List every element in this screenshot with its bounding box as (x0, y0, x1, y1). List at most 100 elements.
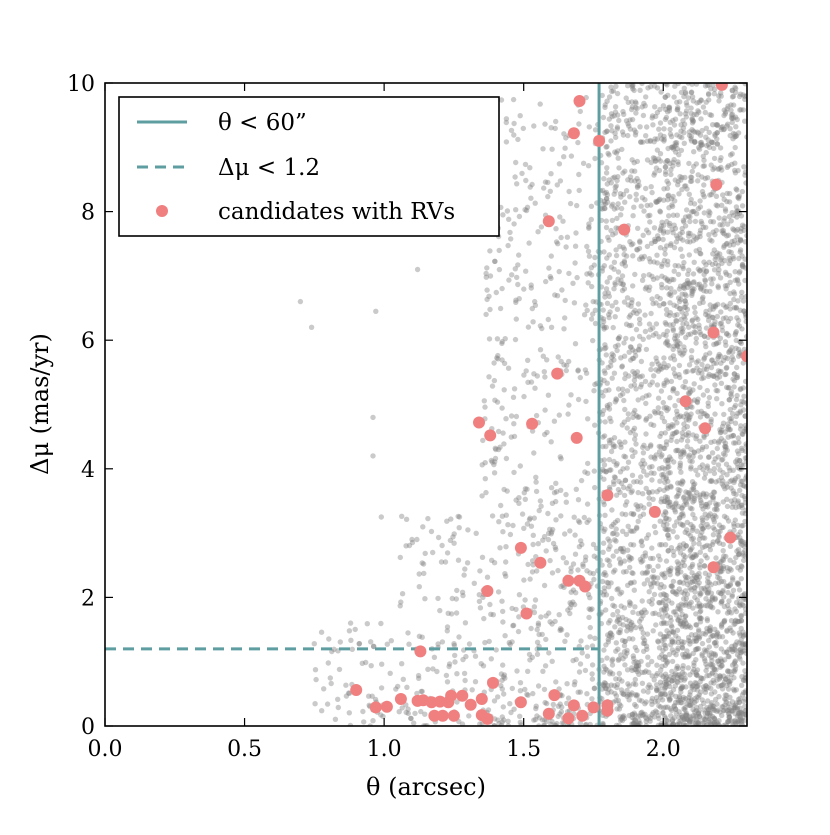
background-point (650, 300, 656, 307)
candidate-point (567, 127, 580, 140)
background-point (660, 331, 667, 338)
background-point (716, 215, 722, 221)
background-point (665, 193, 671, 199)
background-point (624, 388, 631, 394)
background-point (621, 643, 628, 649)
background-point (541, 686, 548, 693)
background-point (697, 614, 703, 620)
background-point (420, 561, 427, 567)
background-point (508, 709, 514, 716)
background-point (548, 721, 554, 726)
background-point (609, 354, 615, 361)
background-point (721, 112, 727, 119)
background-point (499, 719, 505, 725)
background-point (632, 701, 638, 708)
background-point (732, 710, 738, 717)
background-point (736, 713, 742, 719)
background-point (606, 558, 612, 564)
background-point (679, 641, 685, 647)
background-point (419, 688, 425, 695)
background-point (678, 454, 684, 460)
background-point (679, 309, 685, 315)
background-point (693, 315, 699, 321)
background-point (675, 699, 681, 706)
background-point (691, 201, 698, 207)
background-point (618, 212, 624, 218)
background-point (684, 519, 690, 526)
background-point (489, 383, 496, 389)
background-point (631, 579, 637, 585)
background-point (528, 625, 534, 632)
background-point (650, 155, 657, 161)
background-point (501, 691, 507, 697)
background-point (631, 587, 637, 593)
background-point (631, 710, 637, 716)
candidate-point (679, 395, 692, 408)
background-point (625, 547, 631, 553)
background-point (531, 123, 537, 129)
background-point (669, 504, 676, 510)
background-point (652, 155, 658, 162)
background-point (659, 691, 666, 697)
background-point (638, 384, 644, 390)
background-point (663, 377, 670, 383)
background-point (676, 545, 682, 551)
background-point (571, 682, 578, 688)
background-point (654, 293, 660, 300)
background-point (522, 496, 528, 502)
background-point (495, 356, 501, 362)
background-point (615, 646, 621, 652)
background-point (614, 205, 620, 211)
background-point (691, 259, 697, 265)
background-point (529, 428, 536, 434)
background-point (715, 462, 722, 468)
background-point (545, 392, 552, 398)
background-point (603, 170, 610, 176)
background-point (548, 485, 555, 491)
background-point (609, 217, 615, 224)
background-point (540, 146, 546, 152)
background-point (635, 414, 641, 420)
background-point (609, 658, 615, 664)
candidate-point (542, 215, 555, 228)
background-point (664, 311, 670, 318)
background-point (638, 358, 645, 365)
background-point (652, 238, 658, 245)
candidate-point (475, 693, 488, 705)
background-point (604, 192, 611, 198)
background-point (656, 334, 662, 340)
background-point (678, 469, 684, 475)
background-point (613, 462, 619, 468)
background-point (456, 634, 462, 640)
background-point (630, 653, 636, 659)
background-point (528, 523, 535, 529)
background-point (672, 683, 678, 689)
background-point (599, 92, 605, 99)
background-point (722, 696, 728, 702)
background-point (496, 720, 502, 726)
background-point (602, 342, 608, 348)
background-point (686, 494, 692, 501)
background-point (667, 706, 674, 712)
background-point (704, 142, 710, 149)
background-point (726, 272, 733, 279)
background-point (447, 537, 454, 544)
legend: θ < 60” Δμ < 1.2 candidates with RVs (118, 96, 500, 237)
background-point (482, 404, 488, 410)
background-point (398, 599, 404, 605)
background-point (348, 637, 354, 643)
background-point (734, 276, 740, 282)
background-point (656, 236, 662, 242)
background-point (642, 328, 649, 335)
background-point (536, 715, 543, 721)
background-point (693, 552, 700, 558)
background-point (685, 454, 692, 460)
background-point (459, 589, 466, 595)
background-point (615, 155, 621, 161)
background-point (614, 347, 620, 354)
background-point (721, 618, 727, 624)
background-point (688, 546, 694, 553)
background-point (649, 574, 655, 580)
background-point (604, 143, 610, 150)
background-point (488, 656, 494, 662)
